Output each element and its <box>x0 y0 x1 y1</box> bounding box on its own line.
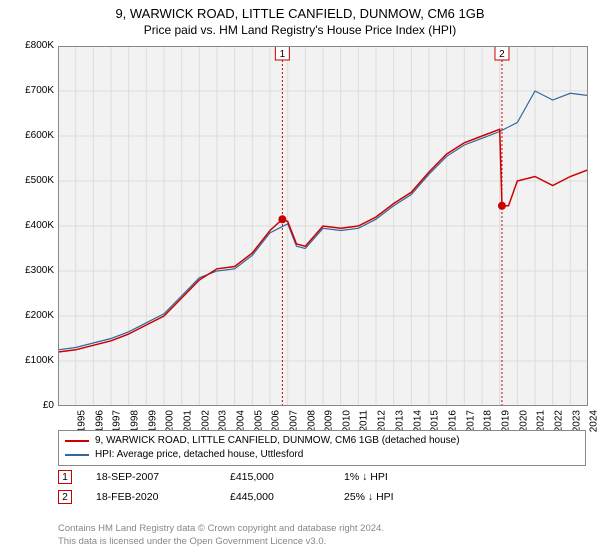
event-date-2: 18-FEB-2020 <box>96 491 206 503</box>
x-tick-label: 2004 <box>235 410 246 432</box>
x-tick-label: 2007 <box>288 410 299 432</box>
x-tick-label: 2018 <box>483 410 494 432</box>
chart-plot-area: 12 <box>58 46 588 406</box>
x-tick-label: 1996 <box>94 410 105 432</box>
chart-title-address: 9, WARWICK ROAD, LITTLE CANFIELD, DUNMOW… <box>0 0 600 21</box>
x-tick-label: 2003 <box>218 410 229 432</box>
x-tick-label: 2001 <box>182 410 193 432</box>
event-marker-1: 1 <box>58 470 72 484</box>
y-tick-label: £200K <box>4 310 54 321</box>
footer-attribution: Contains HM Land Registry data © Crown c… <box>58 522 384 548</box>
x-tick-label: 2022 <box>553 410 564 432</box>
legend-label-red: 9, WARWICK ROAD, LITTLE CANFIELD, DUNMOW… <box>95 434 460 448</box>
event-row-2: 2 18-FEB-2020 £445,000 25% ↓ HPI <box>58 490 586 504</box>
y-tick-label: £700K <box>4 85 54 96</box>
x-tick-label: 2016 <box>447 410 458 432</box>
event-price-1: £415,000 <box>230 471 320 483</box>
legend-label-blue: HPI: Average price, detached house, Uttl… <box>95 448 303 462</box>
legend-row-blue: HPI: Average price, detached house, Uttl… <box>65 448 579 462</box>
x-tick-label: 2017 <box>465 410 476 432</box>
event-delta-2: 25% ↓ HPI <box>344 491 454 503</box>
x-tick-label: 2015 <box>430 410 441 432</box>
x-tick-label: 2012 <box>377 410 388 432</box>
x-tick-label: 2000 <box>165 410 176 432</box>
legend-swatch-red <box>65 440 89 442</box>
x-tick-label: 2006 <box>271 410 282 432</box>
y-tick-label: £500K <box>4 175 54 186</box>
svg-text:2: 2 <box>499 49 505 60</box>
x-tick-label: 2024 <box>589 410 600 432</box>
x-tick-label: 2010 <box>341 410 352 432</box>
x-tick-label: 2002 <box>200 410 211 432</box>
event-list: 1 18-SEP-2007 £415,000 1% ↓ HPI 2 18-FEB… <box>58 470 586 510</box>
x-tick-label: 2009 <box>324 410 335 432</box>
event-date-1: 18-SEP-2007 <box>96 471 206 483</box>
x-tick-label: 2005 <box>253 410 264 432</box>
chart-legend: 9, WARWICK ROAD, LITTLE CANFIELD, DUNMOW… <box>58 430 586 466</box>
x-tick-label: 1995 <box>76 410 87 432</box>
x-tick-label: 2014 <box>412 410 423 432</box>
footer-line2: This data is licensed under the Open Gov… <box>58 535 384 548</box>
x-tick-label: 2011 <box>358 410 369 432</box>
y-tick-label: £400K <box>4 220 54 231</box>
x-tick-label: 1998 <box>129 410 140 432</box>
y-tick-label: £300K <box>4 265 54 276</box>
y-tick-label: £0 <box>4 400 54 411</box>
x-tick-label: 2021 <box>536 410 547 432</box>
event-marker-2: 2 <box>58 490 72 504</box>
x-tick-label: 1997 <box>112 410 123 432</box>
event-price-2: £445,000 <box>230 491 320 503</box>
y-tick-label: £600K <box>4 130 54 141</box>
event-delta-1: 1% ↓ HPI <box>344 471 454 483</box>
y-tick-label: £800K <box>4 40 54 51</box>
svg-text:1: 1 <box>280 49 286 60</box>
x-tick-label: 2013 <box>394 410 405 432</box>
legend-row-red: 9, WARWICK ROAD, LITTLE CANFIELD, DUNMOW… <box>65 434 579 448</box>
x-tick-label: 2020 <box>518 410 529 432</box>
x-tick-label: 2023 <box>571 410 582 432</box>
x-tick-label: 2019 <box>500 410 511 432</box>
event-row-1: 1 18-SEP-2007 £415,000 1% ↓ HPI <box>58 470 586 484</box>
legend-swatch-blue <box>65 454 89 456</box>
footer-line1: Contains HM Land Registry data © Crown c… <box>58 522 384 535</box>
y-tick-label: £100K <box>4 355 54 366</box>
x-tick-label: 1999 <box>147 410 158 432</box>
chart-title-subtitle: Price paid vs. HM Land Registry's House … <box>0 21 600 41</box>
x-tick-label: 2008 <box>306 410 317 432</box>
